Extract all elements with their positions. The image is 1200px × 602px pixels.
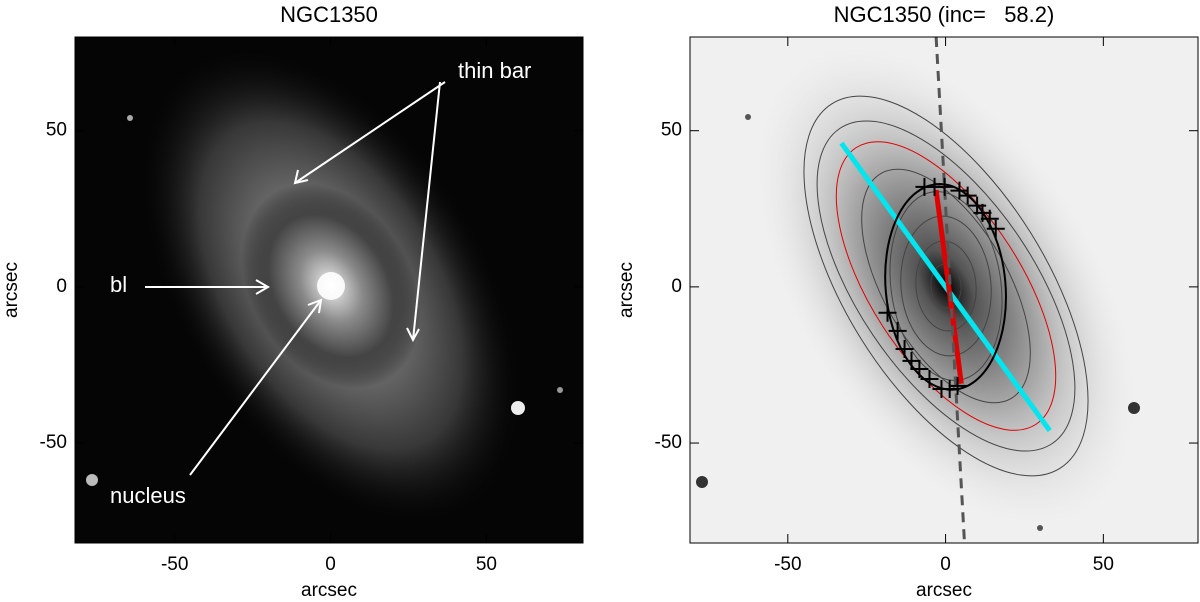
x-tick-label: 50 (476, 554, 497, 575)
y-tick-label: 0 (56, 276, 67, 297)
y-axis-label: arcsec (1, 262, 22, 318)
cross-point (950, 181, 969, 200)
cross-point (878, 303, 897, 322)
cross-point (895, 340, 914, 359)
x-tick-label: 50 (1093, 554, 1114, 575)
y-tick-label: 50 (661, 120, 682, 141)
y-tick-label: 0 (671, 276, 682, 297)
cross-point (940, 380, 959, 399)
cross-point (986, 219, 1005, 238)
right-image (690, 37, 1198, 543)
annotation: thin bar (458, 58, 531, 83)
annotation: bl (110, 272, 127, 297)
annotation: nucleus (110, 483, 186, 508)
x-tick-label: -50 (774, 554, 801, 575)
left-image (75, 37, 583, 543)
cross-point (980, 209, 999, 228)
profile-line (839, 141, 1052, 433)
y-tick-label: -50 (655, 432, 682, 453)
chart-title: NGC1350 (280, 2, 378, 27)
cross-point (958, 186, 977, 205)
chart-title: NGC1350 (inc= 58.2) (834, 2, 1055, 27)
y-tick-label: 50 (46, 120, 67, 141)
plot-frame (689, 36, 1199, 544)
cross-point (888, 321, 907, 340)
cross-point (935, 177, 954, 196)
x-axis-label: arcsec (301, 580, 357, 601)
cross-point (902, 351, 921, 370)
x-tick-label: 0 (940, 554, 951, 575)
x-tick-label: 0 (325, 554, 336, 575)
y-axis-label: arcsec (616, 262, 637, 318)
cross-point (920, 370, 939, 389)
annotations (145, 81, 446, 476)
cross-point (948, 376, 967, 395)
cross-point (910, 360, 929, 379)
plot-frame (74, 36, 584, 544)
profile-line (933, 189, 964, 385)
y-tick-label: -50 (40, 432, 67, 453)
x-axis-label: arcsec (916, 580, 972, 601)
x-tick-label: -50 (161, 554, 188, 575)
